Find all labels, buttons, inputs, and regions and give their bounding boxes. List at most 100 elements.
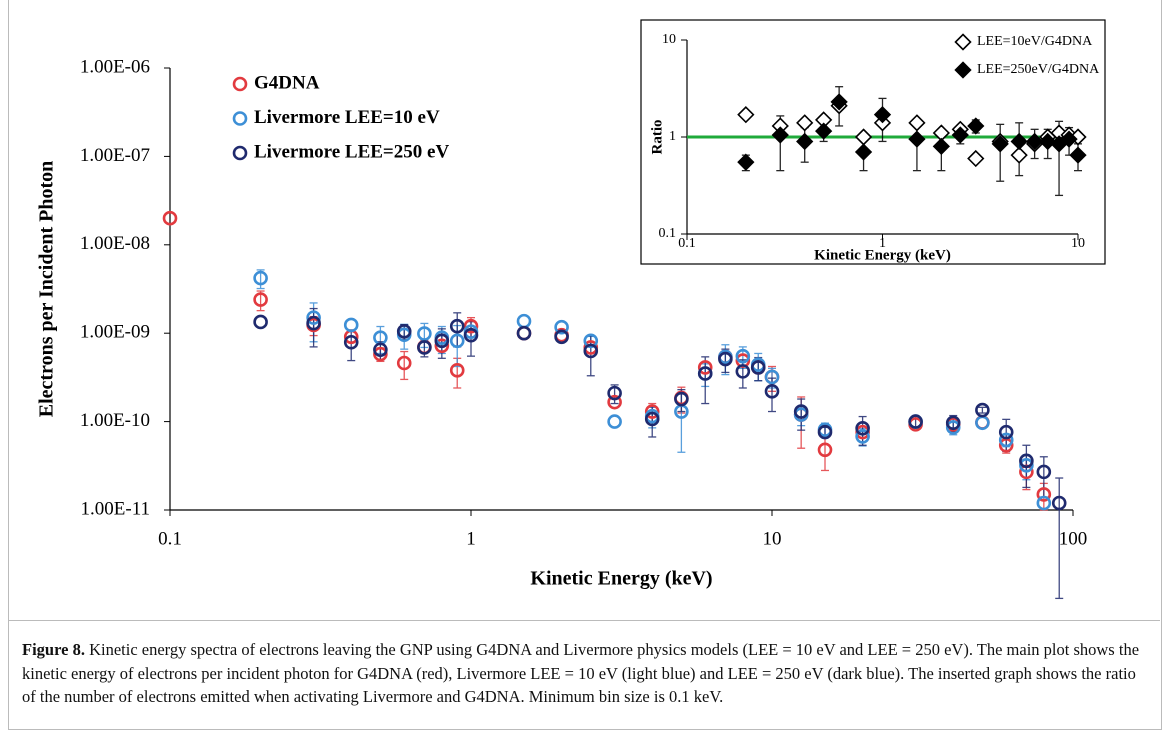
data-point [396,324,412,339]
data-point [1060,130,1078,148]
data-point [1010,132,1028,151]
data-point [306,315,321,331]
x-tick-label: 100 [1059,528,1088,549]
legend-marker [232,76,248,92]
data-point [434,333,450,349]
x-axis-title: Kinetic Energy (keV) [814,247,951,263]
data-point [945,415,961,431]
data-point [932,137,950,156]
data-point [583,333,599,349]
data-point [796,114,814,132]
data-point [951,126,969,144]
data-point [998,432,1014,448]
data-point [1019,453,1034,469]
data-point [463,327,479,343]
legend-marker [232,111,248,126]
figure-frame [8,0,1162,730]
x-tick-label: 0.1 [678,236,696,251]
legend-label: LEE=10eV/G4DNA [977,34,1093,49]
data-point [1036,487,1052,502]
data-point [718,351,733,367]
data-point [644,411,660,427]
error-bar [453,312,462,348]
data-point [253,292,268,307]
data-point [417,326,432,341]
x-tick-label: 1 [466,528,476,549]
data-point [1036,464,1052,480]
data-point [449,318,465,334]
data-point [945,420,961,435]
data-point [373,342,388,358]
data-point [735,364,751,379]
y-tick-label: 1 [669,129,676,144]
data-point [516,325,532,341]
data-point [1051,495,1067,511]
data-point [434,338,450,354]
error-bar [978,406,987,414]
data-point [417,340,432,355]
x-tick-label: 10 [1071,236,1085,251]
data-point [793,404,809,419]
data-point [583,343,599,359]
data-point [253,314,268,330]
data-point [967,117,985,135]
data-point [253,270,268,286]
data-point [516,313,532,329]
data-point [750,360,766,375]
y-tick-label: 10 [662,32,676,47]
caption-text: Kinetic energy spectra of electrons leav… [22,640,1140,706]
y-tick-label: 0.1 [659,226,677,241]
data-point [817,424,833,440]
data-point [343,334,359,350]
chart: 1.00E-11 1.00E-10 1.00E-09 1.00E-08 1.00E-07… [36,19,1106,600]
caption-label: Figure 8. [22,640,85,659]
y-axis-title: Ratio [649,120,665,155]
data-point [998,424,1014,440]
data-point [830,93,848,111]
data-point [463,318,479,334]
y-tick-label: 1.00E-11 [81,498,150,519]
caption: Figure 8. Kinetic energy spectra of elec… [22,638,1152,709]
data-point [975,402,990,418]
data-point [1019,458,1034,473]
data-point [908,114,926,132]
y-tick-label: 1.00E-09 [80,322,150,343]
x-tick-label: 1 [879,236,886,251]
error-bar [347,329,356,362]
data-point [644,404,660,419]
data-point [764,384,780,399]
data-point [817,442,833,458]
data-point [674,391,689,407]
legend-label: G4DNA [254,72,320,93]
y-tick-label: 1.00E-06 [80,56,150,77]
data-point [854,143,873,161]
data-point [162,210,178,226]
error-bar [797,398,806,431]
data-point [991,135,1009,153]
data-point [1036,495,1052,511]
data-point [737,106,755,124]
legend-marker [954,33,972,51]
data-point [697,360,713,375]
data-point [607,385,622,401]
data-point [737,153,755,171]
data-point [1025,132,1044,151]
data-point [396,355,412,371]
y-tick-label: 1.00E-07 [80,145,150,166]
data-point [607,394,622,410]
legend-marker [954,61,972,79]
data-point [554,329,569,345]
data-point [607,414,622,429]
y-axis-title: Electrons per Incident Photon [36,161,58,418]
data-point [967,149,985,168]
data-point [764,369,780,385]
x-tick-label: 10 [763,528,782,549]
error-bar [821,435,830,472]
data-point [975,415,990,431]
data-point [855,429,870,444]
data-point [449,333,465,349]
data-point [908,414,923,429]
legend-label: Livermore LEE=10 eV [254,107,440,128]
data-point [373,346,388,362]
